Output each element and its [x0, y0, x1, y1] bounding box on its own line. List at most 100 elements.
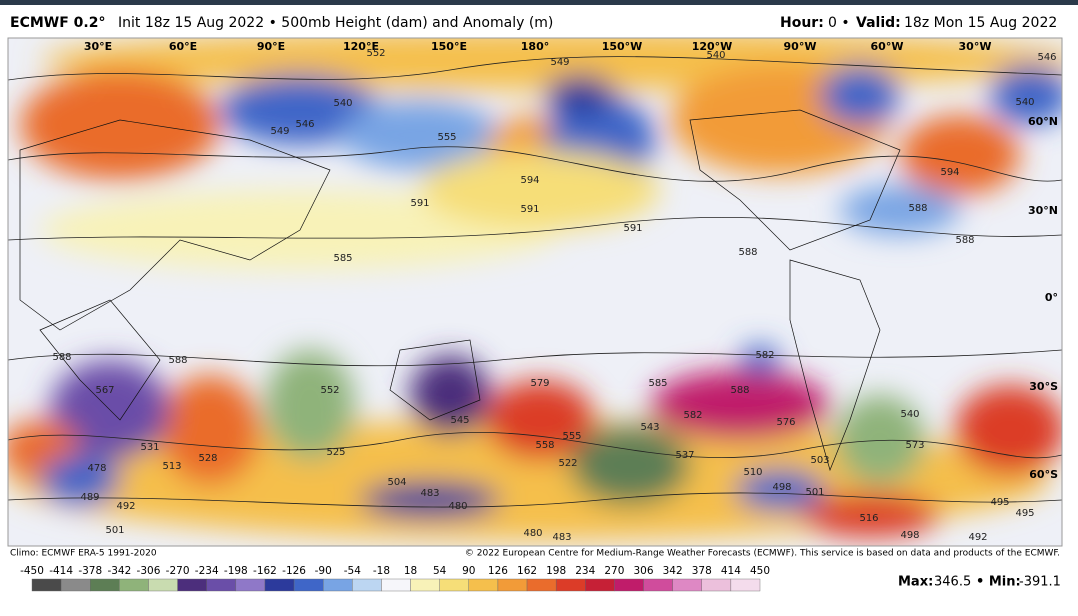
hour-label: Hour: — [780, 15, 824, 31]
contour-label: 525 — [326, 447, 345, 458]
colorbar-tick-label: -306 — [137, 565, 161, 577]
contour-label: 588 — [738, 247, 757, 258]
contour-label: 495 — [1015, 508, 1034, 519]
latitude-label: 30°S — [1029, 380, 1058, 393]
colorbar-swatch — [60, 578, 91, 592]
contour-label: 503 — [810, 455, 829, 466]
longitude-label: 150°W — [602, 40, 643, 53]
colorbar-tick-label: 306 — [633, 565, 653, 577]
contour-label: 567 — [95, 385, 114, 396]
longitude-label: 30°E — [84, 40, 112, 53]
top-strip — [0, 0, 1078, 5]
contour-label: 545 — [450, 415, 469, 426]
colorbar-tick-label: -162 — [253, 565, 277, 577]
colorbar-swatch — [555, 578, 586, 592]
colorbar-tick-label: 270 — [604, 565, 624, 577]
longitude-label: 90°W — [784, 40, 817, 53]
contour-label: 549 — [550, 57, 569, 68]
valid: 18z Mon 15 Aug 2022 — [904, 15, 1057, 31]
contour-label: 585 — [333, 253, 352, 264]
coastlines — [19, 109, 901, 472]
colorbar-tick-label: -450 — [20, 565, 44, 577]
contour-label: 573 — [905, 440, 924, 451]
longitude-label: 150°E — [431, 40, 467, 53]
colorbar-tick-label: -378 — [78, 565, 102, 577]
colorbar-tick-label: 90 — [462, 565, 475, 577]
contour-label: 540 — [333, 98, 352, 109]
contour-label: 501 — [105, 525, 124, 536]
contour-label: 504 — [387, 477, 406, 488]
contour-label: 513 — [162, 461, 181, 472]
contour-label: 483 — [552, 532, 571, 543]
colorbar-swatch — [119, 578, 149, 592]
max-label: Max: — [898, 575, 933, 590]
colorbar-tick-label: 378 — [692, 565, 712, 577]
contour-label: 489 — [80, 492, 99, 503]
contour-label: 588 — [730, 385, 749, 396]
colorbar-tick-label: -414 — [49, 565, 73, 577]
latitude-label: 0° — [1045, 291, 1058, 304]
colorbar-tick-label: 234 — [575, 565, 595, 577]
contour-label: 555 — [562, 431, 581, 442]
contour-label: 579 — [530, 378, 549, 389]
colorbar-tick-label: 198 — [546, 565, 566, 577]
colorbar-swatch — [614, 578, 644, 592]
contour-label: 588 — [52, 352, 71, 363]
colorbar-tick-label: -54 — [344, 565, 361, 577]
colorbar-swatch — [293, 578, 324, 592]
colorbar-swatch — [585, 578, 615, 592]
contour-label: 540 — [900, 409, 919, 420]
copyright: © 2022 European Centre for Medium-Range … — [465, 549, 1060, 559]
colorbar-tick-label: 414 — [721, 565, 741, 577]
colorbar-swatch — [643, 578, 673, 592]
contour-label: 588 — [955, 235, 974, 246]
colorbar-swatch — [206, 578, 237, 592]
contour-label: 594 — [520, 175, 539, 186]
contour-label: 591 — [520, 204, 539, 215]
latitude-label: 60°S — [1029, 468, 1058, 481]
contour-label: 582 — [755, 350, 774, 361]
colorbar-tick-label: 162 — [517, 565, 537, 577]
contour-label: 510 — [743, 467, 762, 478]
colorbar-tick-label: -126 — [282, 565, 306, 577]
longitude-label: 90°E — [257, 40, 285, 53]
contour-label: 585 — [648, 378, 667, 389]
contour-label: 546 — [295, 119, 314, 130]
colorbar-tick-label: -342 — [107, 565, 131, 577]
contour-label: 501 — [805, 487, 824, 498]
valid-label: Valid: — [856, 15, 901, 31]
colorbar-swatch — [468, 578, 499, 592]
colorbar-swatch — [701, 578, 732, 592]
title: Init 18z 15 Aug 2022 • 500mb Height (dam… — [118, 15, 553, 31]
contour-label: 480 — [448, 501, 467, 512]
contour-label: 582 — [683, 410, 702, 421]
colorbar-tick-label: -18 — [373, 565, 390, 577]
contour-label: 528 — [198, 453, 217, 464]
contour-label: 498 — [900, 530, 919, 541]
colorbar-swatch — [526, 578, 557, 592]
contour-label: 591 — [410, 198, 429, 209]
contour-label: 543 — [640, 422, 659, 433]
colorbar-swatch — [31, 578, 62, 592]
longitude-label: 120°W — [692, 40, 733, 53]
latitude-label: 30°N — [1028, 204, 1058, 217]
contour-label: 546 — [1037, 52, 1056, 63]
contour-label: 558 — [535, 440, 554, 451]
contours — [8, 56, 1062, 508]
contour-label: 537 — [675, 450, 694, 461]
longitude-label: 120°E — [343, 40, 379, 53]
colorbar-swatch — [90, 578, 120, 592]
contour-label: 522 — [558, 458, 577, 469]
colorbar-tick-label: 126 — [488, 565, 508, 577]
hour: 0 • — [828, 15, 850, 31]
contour-label: 588 — [168, 355, 187, 366]
contour-label: 495 — [990, 497, 1009, 508]
colorbar-tick-label: -270 — [166, 565, 190, 577]
colorbar-tick-label: 342 — [663, 565, 683, 577]
contour-label: 576 — [776, 417, 795, 428]
contour-label: 478 — [87, 463, 106, 474]
colorbar-tick-label: 54 — [433, 565, 447, 577]
colorbar-tick-label: 18 — [404, 565, 417, 577]
min: -391.1 — [1019, 575, 1061, 590]
colorbar-swatch — [352, 578, 382, 592]
